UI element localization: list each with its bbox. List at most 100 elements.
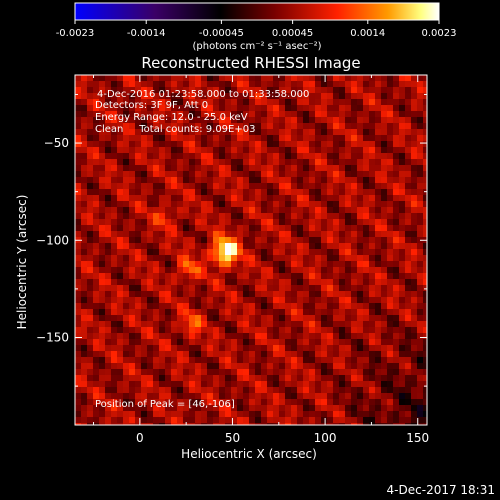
heatmap-cell — [219, 189, 225, 195]
heatmap-cell — [81, 273, 87, 279]
heatmap-cell — [243, 183, 249, 189]
heatmap-cell — [135, 153, 141, 159]
heatmap-cell — [99, 129, 105, 135]
heatmap-cell — [309, 183, 315, 189]
heatmap-cell — [261, 141, 267, 147]
heatmap-cell — [93, 189, 99, 195]
heatmap-cell — [249, 111, 255, 117]
heatmap-cell — [423, 363, 427, 369]
heatmap-cell — [411, 327, 417, 333]
heatmap-cell — [369, 111, 375, 117]
heatmap-cell — [387, 309, 393, 315]
heatmap-cell — [261, 87, 267, 93]
heatmap-cell — [231, 117, 237, 123]
heatmap-cell — [423, 285, 427, 291]
heatmap-cell — [93, 159, 99, 165]
heatmap-cell — [141, 219, 147, 225]
heatmap-cell — [333, 333, 339, 339]
heatmap-cell — [183, 255, 189, 261]
heatmap-cell — [87, 135, 93, 141]
heatmap-cell — [315, 315, 321, 321]
chart-title: Reconstructed RHESSI Image — [141, 54, 360, 72]
heatmap-cell — [339, 75, 345, 81]
heatmap-cell — [177, 117, 183, 123]
heatmap-cell — [117, 345, 123, 351]
heatmap-cell — [393, 129, 399, 135]
heatmap-cell — [219, 249, 225, 255]
heatmap-cell — [417, 339, 423, 345]
heatmap-cell — [255, 141, 261, 147]
heatmap-cell — [261, 423, 267, 425]
heatmap-cell — [285, 225, 291, 231]
heatmap-cell — [321, 261, 327, 267]
heatmap-cell — [333, 171, 339, 177]
heatmap-cell — [111, 291, 117, 297]
heatmap-cell — [321, 135, 327, 141]
heatmap-cell — [363, 267, 369, 273]
heatmap-cell — [87, 177, 93, 183]
heatmap-cell — [351, 243, 357, 249]
heatmap-cell — [381, 183, 387, 189]
heatmap-cell — [159, 399, 165, 405]
heatmap-cell — [201, 399, 207, 405]
heatmap-cell — [321, 171, 327, 177]
heatmap-cell — [327, 135, 333, 141]
heatmap-cell — [387, 357, 393, 363]
heatmap-cell — [225, 189, 231, 195]
heatmap-cell — [381, 423, 387, 425]
heatmap-cell — [249, 141, 255, 147]
heatmap-cell — [261, 381, 267, 387]
heatmap-cell — [141, 357, 147, 363]
heatmap-cell — [399, 213, 405, 219]
heatmap-cell — [219, 297, 225, 303]
heatmap-cell — [393, 309, 399, 315]
heatmap-cell — [333, 99, 339, 105]
heatmap-cell — [309, 123, 315, 129]
heatmap-cell — [99, 369, 105, 375]
heatmap-cell — [207, 111, 213, 117]
heatmap-cell — [357, 357, 363, 363]
heatmap-cell — [381, 375, 387, 381]
heatmap-cell — [153, 405, 159, 411]
heatmap-cell — [177, 285, 183, 291]
heatmap-cell — [297, 171, 303, 177]
heatmap-cell — [303, 327, 309, 333]
heatmap-cell — [105, 183, 111, 189]
heatmap-cell — [189, 183, 195, 189]
heatmap-cell — [81, 381, 87, 387]
heatmap-cell — [201, 165, 207, 171]
heatmap-cell — [393, 303, 399, 309]
heatmap-cell — [111, 375, 117, 381]
heatmap-cell — [333, 321, 339, 327]
heatmap-cell — [147, 177, 153, 183]
heatmap-cell — [159, 255, 165, 261]
heatmap-cell — [237, 255, 243, 261]
heatmap-cell — [201, 153, 207, 159]
heatmap-cell — [261, 75, 267, 81]
heatmap-cell — [417, 381, 423, 387]
heatmap-cell — [423, 357, 427, 363]
heatmap-cell — [159, 279, 165, 285]
heatmap-cell — [153, 363, 159, 369]
heatmap-cell — [255, 135, 261, 141]
heatmap-cell — [129, 105, 135, 111]
heatmap-cell — [279, 369, 285, 375]
heatmap-cell — [147, 99, 153, 105]
heatmap-cell — [417, 75, 423, 81]
heatmap-cell — [399, 381, 405, 387]
heatmap-cell — [141, 171, 147, 177]
heatmap-cell — [309, 243, 315, 249]
heatmap-cell — [261, 345, 267, 351]
heatmap-cell — [237, 249, 243, 255]
heatmap-cell — [339, 417, 345, 423]
heatmap-cell — [387, 393, 393, 399]
heatmap-cell — [87, 303, 93, 309]
heatmap-cell — [135, 333, 141, 339]
heatmap-cell — [339, 189, 345, 195]
heatmap-cell — [225, 123, 231, 129]
heatmap-cell — [303, 381, 309, 387]
heatmap-cell — [417, 225, 423, 231]
heatmap-cell — [267, 369, 273, 375]
heatmap-cell — [291, 261, 297, 267]
heatmap-cell — [105, 81, 111, 87]
